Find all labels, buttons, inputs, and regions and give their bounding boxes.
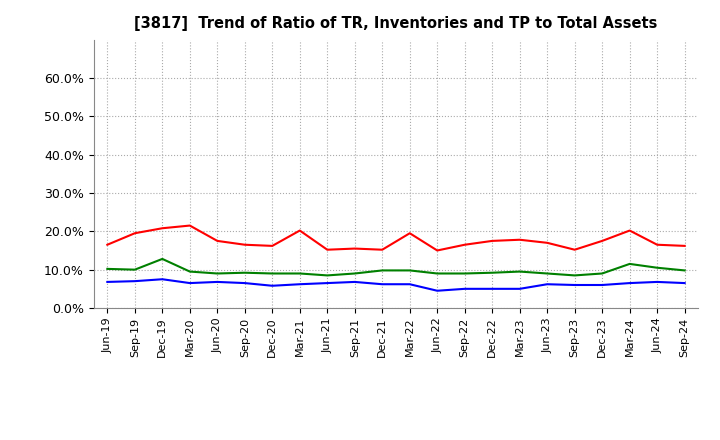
Trade Payables (351, 271, 359, 276)
Inventories (653, 279, 662, 285)
Trade Receivables (240, 242, 249, 247)
Trade Receivables (516, 237, 524, 242)
Inventories (460, 286, 469, 291)
Trade Payables (680, 268, 689, 273)
Trade Receivables (626, 228, 634, 233)
Inventories (351, 279, 359, 285)
Trade Payables (405, 268, 414, 273)
Inventories (268, 283, 276, 288)
Trade Receivables (570, 247, 579, 253)
Trade Receivables (213, 238, 222, 244)
Inventories (240, 280, 249, 286)
Trade Payables (516, 269, 524, 274)
Trade Payables (268, 271, 276, 276)
Trade Receivables (130, 231, 139, 236)
Inventories (516, 286, 524, 291)
Trade Receivables (598, 238, 606, 244)
Trade Payables (186, 269, 194, 274)
Trade Payables (158, 256, 166, 261)
Trade Receivables (158, 226, 166, 231)
Inventories (405, 282, 414, 287)
Trade Receivables (323, 247, 332, 253)
Trade Payables (598, 271, 606, 276)
Inventories (433, 288, 441, 293)
Trade Receivables (680, 243, 689, 249)
Inventories (213, 279, 222, 285)
Inventories (598, 282, 606, 288)
Inventories (130, 279, 139, 284)
Trade Receivables (186, 223, 194, 228)
Inventories (158, 277, 166, 282)
Trade Payables (213, 271, 222, 276)
Inventories (626, 280, 634, 286)
Trade Payables (543, 271, 552, 276)
Trade Receivables (103, 242, 112, 247)
Inventories (543, 282, 552, 287)
Inventories (103, 279, 112, 285)
Trade Payables (488, 270, 497, 275)
Trade Payables (626, 261, 634, 267)
Trade Receivables (460, 242, 469, 247)
Inventories (323, 280, 332, 286)
Trade Payables (323, 273, 332, 278)
Inventories (680, 280, 689, 286)
Trade Receivables (653, 242, 662, 247)
Trade Receivables (433, 248, 441, 253)
Trade Receivables (543, 240, 552, 246)
Trade Payables (378, 268, 387, 273)
Inventories (570, 282, 579, 288)
Title: [3817]  Trend of Ratio of TR, Inventories and TP to Total Assets: [3817] Trend of Ratio of TR, Inventories… (135, 16, 657, 32)
Trade Payables (460, 271, 469, 276)
Trade Receivables (295, 228, 304, 233)
Trade Payables (295, 271, 304, 276)
Line: Trade Receivables: Trade Receivables (107, 226, 685, 250)
Inventories (488, 286, 497, 291)
Trade Receivables (351, 246, 359, 251)
Trade Payables (433, 271, 441, 276)
Line: Trade Payables: Trade Payables (107, 259, 685, 275)
Trade Payables (240, 270, 249, 275)
Trade Receivables (268, 243, 276, 249)
Line: Inventories: Inventories (107, 279, 685, 291)
Inventories (378, 282, 387, 287)
Trade Payables (570, 273, 579, 278)
Trade Receivables (405, 231, 414, 236)
Inventories (295, 282, 304, 287)
Trade Payables (130, 267, 139, 272)
Trade Receivables (488, 238, 497, 244)
Trade Receivables (378, 247, 387, 253)
Trade Payables (653, 265, 662, 270)
Trade Payables (103, 266, 112, 271)
Inventories (186, 280, 194, 286)
